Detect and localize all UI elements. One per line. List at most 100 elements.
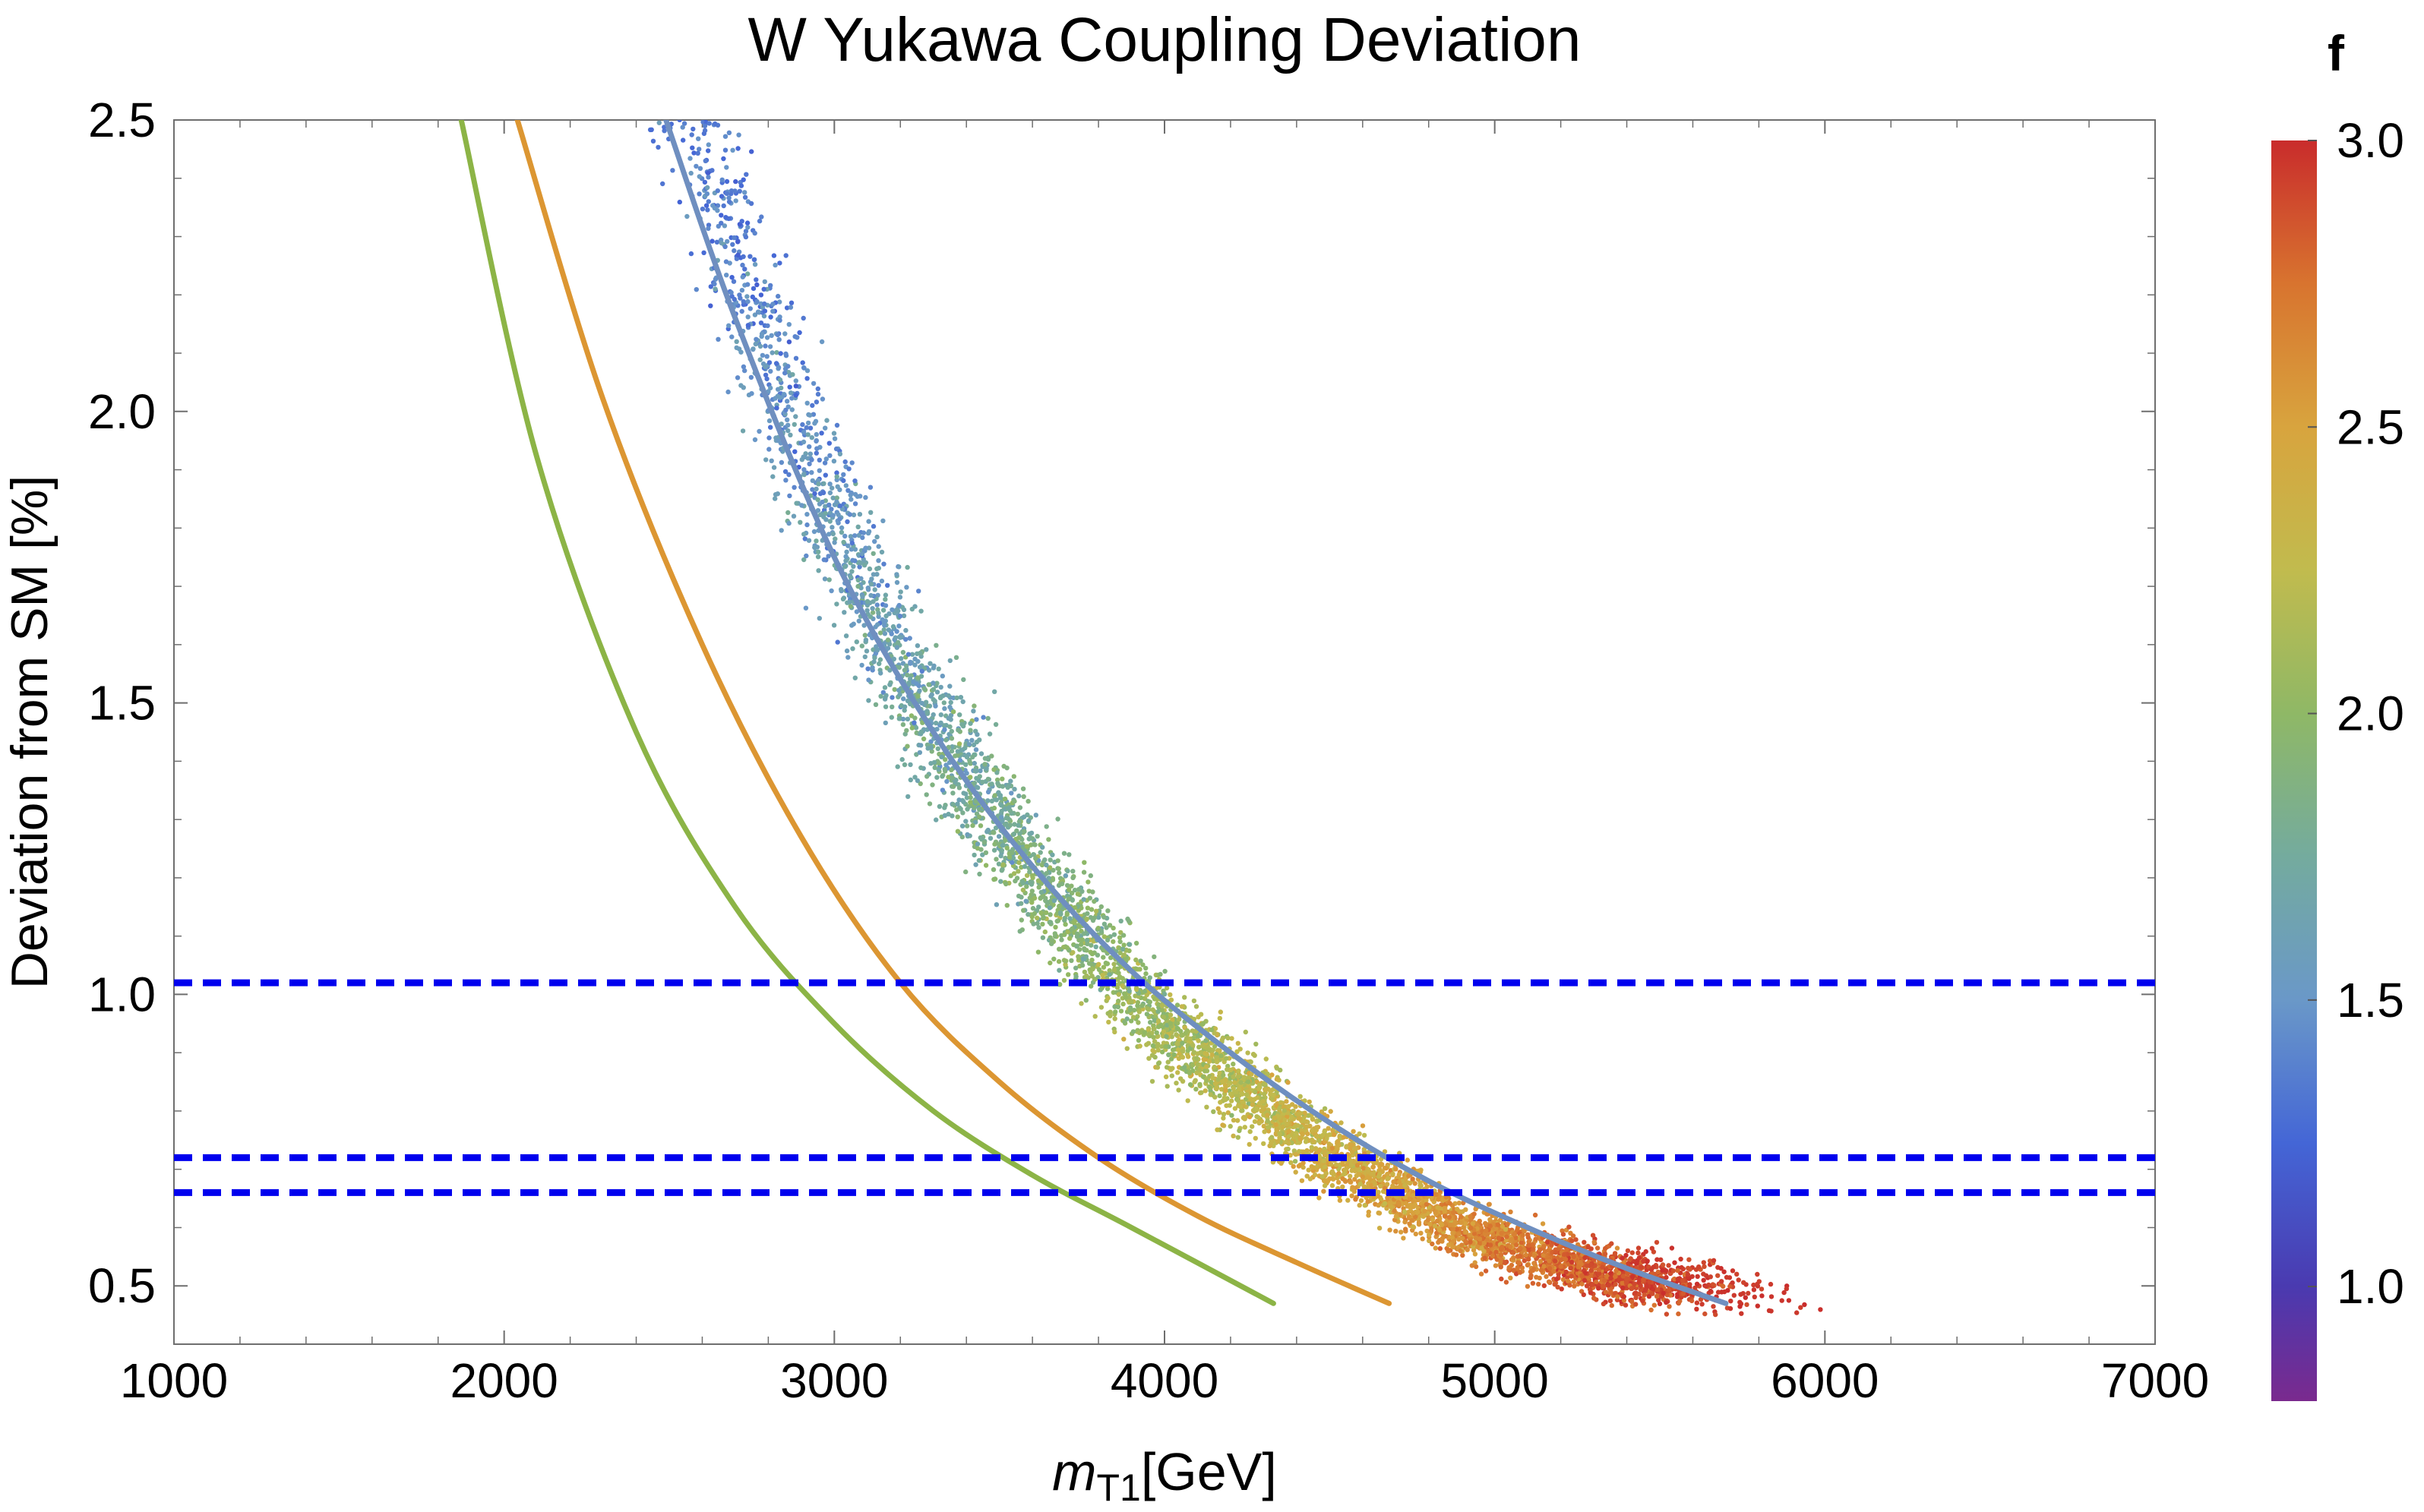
scatter-point [991, 848, 997, 853]
scatter-point [1365, 1199, 1370, 1204]
scatter-point [1185, 1098, 1190, 1103]
scatter-point [1170, 1065, 1175, 1071]
scatter-point [839, 586, 844, 592]
scatter-point [705, 170, 711, 176]
scatter-point [804, 425, 810, 431]
scatter-point [1175, 1070, 1180, 1075]
scatter-point [1451, 1210, 1456, 1216]
scatter-point [815, 497, 820, 503]
scatter-point [1112, 1004, 1117, 1009]
scatter-point [903, 636, 909, 642]
scatter-point [726, 199, 732, 204]
scatter-point [903, 627, 909, 633]
scatter-point [1755, 1303, 1760, 1308]
scatter-point [1082, 969, 1088, 975]
scatter-point [801, 471, 807, 477]
scatter-point [975, 732, 980, 737]
scatter-point [764, 335, 770, 340]
scatter-point [998, 803, 1004, 808]
scatter-point [912, 715, 918, 721]
scatter-point [993, 721, 999, 728]
scatter-point [980, 779, 985, 785]
scatter-point [764, 354, 770, 359]
scatter-point [1727, 1305, 1733, 1312]
scatter-point [1393, 1166, 1398, 1172]
scatter-point [869, 576, 874, 582]
scatter-point [1146, 1040, 1152, 1046]
scatter-point [1446, 1248, 1451, 1254]
scatter-point [956, 741, 962, 747]
scatter-point [978, 768, 983, 774]
scatter-point [708, 303, 713, 308]
scatter-point [1379, 1197, 1384, 1202]
scatter-point [1728, 1299, 1733, 1304]
scatter-point [992, 841, 997, 847]
scatter-point [846, 466, 852, 472]
scatter-point [837, 516, 842, 522]
scatter-point [1146, 1056, 1152, 1061]
scatter-point [1002, 796, 1008, 802]
scatter-point [1050, 876, 1056, 881]
scatter-point [702, 179, 708, 185]
scatter-point [994, 770, 1000, 775]
scatter-point [883, 720, 889, 726]
scatter-point [1085, 911, 1090, 917]
scatter-point [856, 532, 861, 538]
scatter-point [883, 704, 889, 709]
scatter-point [864, 608, 870, 613]
scatter-point [960, 810, 965, 816]
scatter-point [896, 687, 902, 693]
scatter-point [1144, 992, 1150, 998]
scatter-point [1209, 1079, 1214, 1085]
scatter-point [797, 330, 802, 336]
scatter-point [1338, 1120, 1344, 1125]
scatter-point [1609, 1241, 1614, 1246]
scatter-point [1209, 1053, 1215, 1058]
scatter-point [1385, 1171, 1390, 1177]
scatter-point [707, 115, 712, 119]
scatter-point [754, 277, 759, 283]
scatter-point [970, 754, 975, 759]
scatter-point [1648, 1307, 1654, 1313]
scatter-point [1190, 1028, 1196, 1034]
scatter-point [1623, 1302, 1629, 1308]
scatter-point [871, 523, 877, 529]
scatter-point [1007, 822, 1013, 828]
scatter-point [941, 700, 947, 705]
scatter-point [874, 602, 880, 608]
scatter-point [1002, 838, 1008, 844]
scatter-point [793, 378, 799, 384]
scatter-point [1553, 1277, 1560, 1282]
scatter-point [1235, 1118, 1240, 1123]
scatter-point [1152, 1039, 1158, 1044]
scatter-point [842, 610, 847, 615]
scatter-point [1656, 1297, 1661, 1303]
scatter-point [1087, 895, 1093, 901]
scatter-point [756, 309, 761, 314]
scatter-point [821, 481, 826, 486]
scatter-point [1588, 1290, 1594, 1296]
scatter-point [1560, 1232, 1566, 1237]
scatter-point [1056, 958, 1062, 964]
scatter-point [1256, 1086, 1262, 1092]
scatter-point [892, 687, 897, 693]
scatter-point [958, 695, 964, 700]
scatter-point [757, 428, 762, 434]
scatter-point [860, 535, 865, 541]
scatter-point [710, 238, 715, 244]
scatter-point [1171, 1052, 1177, 1058]
scatter-point [1291, 1108, 1296, 1114]
scatter-point [660, 181, 665, 187]
scatter-point [807, 425, 814, 431]
scatter-point [834, 601, 839, 607]
scatter-point [1687, 1282, 1692, 1287]
scatter-point [887, 682, 893, 687]
scatter-point [742, 190, 747, 195]
scatter-point [1057, 903, 1062, 909]
scatter-point [1165, 1084, 1170, 1089]
scatter-point [1384, 1206, 1389, 1211]
scatter-point [1657, 1301, 1663, 1307]
scatter-point [1654, 1257, 1660, 1262]
scatter-point [1461, 1200, 1466, 1206]
scatter-point [1118, 1009, 1124, 1014]
